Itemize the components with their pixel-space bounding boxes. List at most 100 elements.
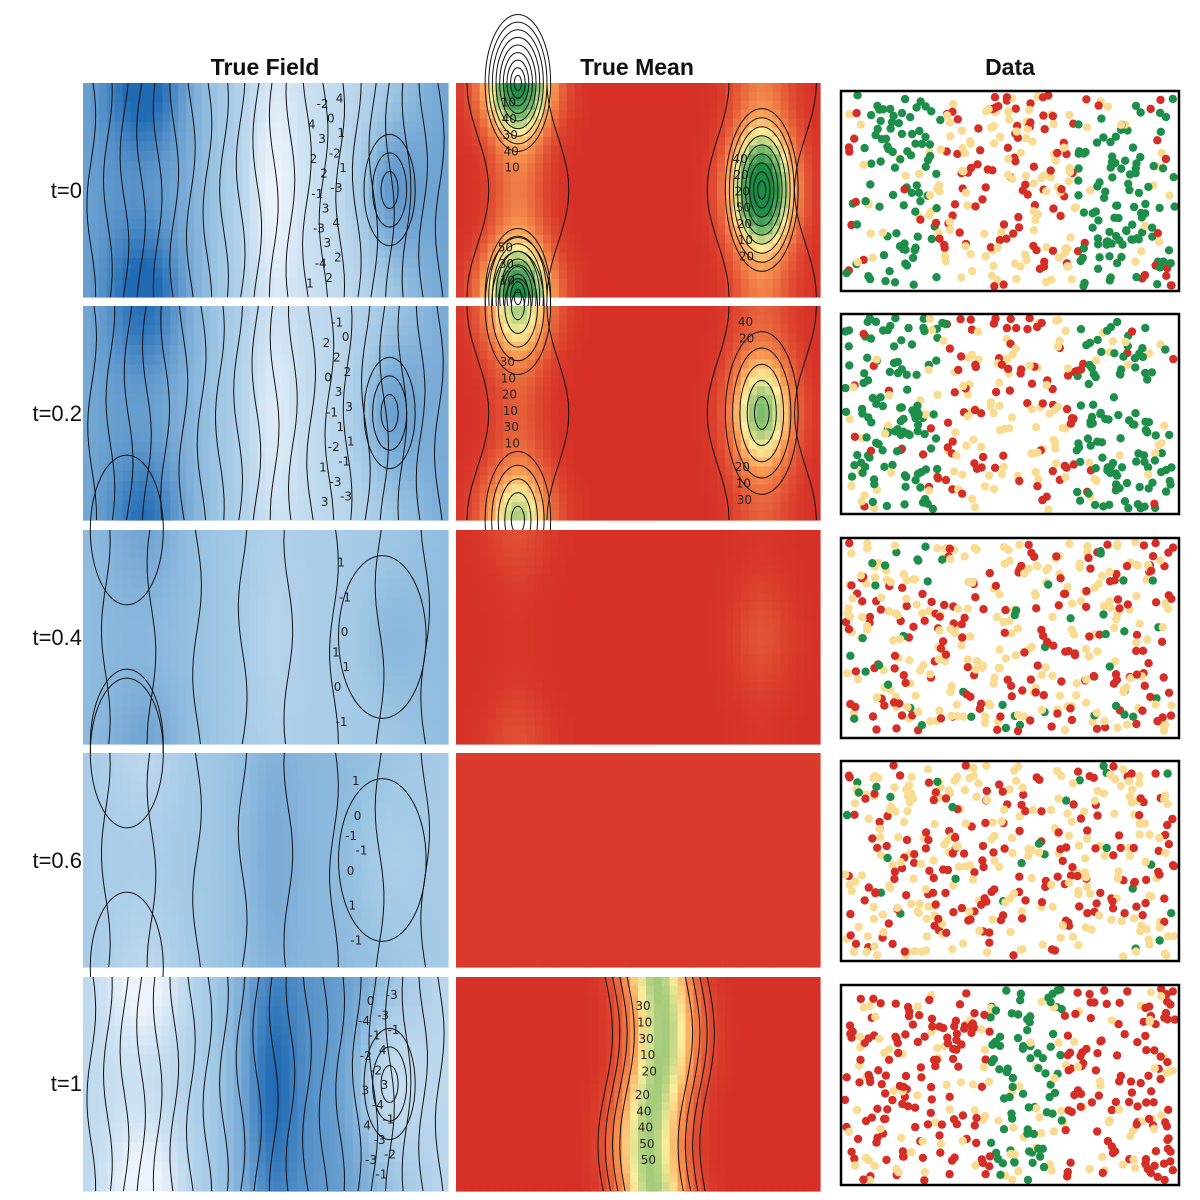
mean-cell — [614, 270, 623, 280]
mean-cell — [622, 386, 631, 396]
field-cell — [194, 121, 203, 133]
field-cell — [249, 442, 259, 453]
field-cell — [225, 335, 235, 346]
field-cell — [98, 510, 108, 521]
mean-cell — [606, 83, 615, 93]
field-cell — [122, 374, 132, 385]
field-cell — [297, 315, 306, 327]
mean-cell — [606, 457, 615, 468]
mean-cell — [550, 395, 560, 405]
field-cell — [440, 238, 449, 249]
mean-cell — [717, 207, 726, 218]
mean-cell — [598, 279, 607, 289]
mean-cell — [788, 421, 797, 432]
data-point — [1010, 153, 1019, 162]
mean-cell — [582, 359, 592, 370]
mean-cell — [479, 314, 489, 325]
data-point — [1161, 154, 1171, 164]
field-cell — [336, 190, 346, 201]
mean-cell — [669, 181, 679, 191]
mean-cell — [772, 493, 782, 503]
mean-cell — [709, 172, 718, 182]
mean-cell — [804, 234, 813, 245]
field-cell — [130, 354, 140, 365]
field-cell — [257, 374, 267, 385]
mean-cell — [550, 163, 560, 173]
field-cell — [138, 151, 148, 162]
field-cell — [289, 112, 298, 123]
field-cell — [209, 121, 219, 133]
field-cell — [114, 442, 124, 453]
data-point — [1029, 179, 1039, 188]
field-cell — [384, 267, 394, 279]
field-cell — [313, 383, 322, 395]
mean-cell — [645, 350, 655, 361]
data-point — [945, 225, 955, 234]
mean-cell — [535, 502, 544, 512]
field-cell — [178, 315, 187, 327]
mean-cell — [780, 225, 789, 236]
field-cell — [154, 383, 163, 395]
mean-cell — [558, 323, 568, 334]
field-cell — [313, 219, 322, 230]
mean-cell — [543, 314, 552, 325]
mean-cell — [725, 332, 734, 343]
field-cell — [400, 112, 409, 123]
mean-cell — [471, 270, 481, 280]
field-cell — [344, 141, 354, 152]
mean-cell — [788, 332, 797, 343]
mean-cell — [764, 332, 774, 343]
mean-cell — [543, 448, 552, 459]
field-cell — [114, 102, 124, 113]
mean-cell — [558, 83, 568, 93]
field-cell — [281, 219, 290, 230]
mean-cell — [701, 341, 710, 352]
field-cell — [289, 219, 298, 230]
mean-cell — [550, 207, 560, 218]
data-point — [996, 132, 1005, 142]
field-cell — [360, 228, 370, 240]
mean-cell — [479, 421, 489, 432]
mean-cell — [732, 306, 742, 316]
field-cell — [90, 422, 100, 434]
field-cell — [336, 471, 346, 482]
field-cell — [194, 413, 203, 424]
field-cell — [352, 325, 362, 336]
data-point — [957, 273, 966, 282]
field-cell — [432, 258, 441, 269]
mean-cell — [661, 314, 671, 325]
mean-cell — [519, 448, 528, 459]
field-cell — [328, 451, 338, 463]
data-point — [894, 119, 903, 128]
field-cell — [273, 92, 282, 104]
field-cell — [130, 277, 140, 288]
field-cell — [209, 306, 219, 317]
contour-ring — [753, 171, 771, 209]
mean-cell — [701, 154, 710, 164]
mean-cell — [456, 341, 465, 352]
field-cell — [98, 287, 108, 298]
mean-cell — [669, 225, 679, 236]
mean-cell — [709, 493, 718, 503]
field-cell — [400, 258, 409, 269]
field-cell — [249, 403, 259, 414]
field-cell — [360, 354, 370, 365]
mean-cell — [685, 198, 694, 209]
field-cell — [154, 102, 163, 113]
field-cell — [98, 258, 108, 269]
data-point — [1093, 182, 1102, 191]
mean-cell — [725, 225, 734, 236]
mean-cell — [463, 466, 473, 477]
mean-cell — [622, 457, 631, 468]
field-cell — [328, 228, 338, 240]
mean-cell — [479, 243, 489, 254]
mean-cell — [566, 198, 576, 209]
mean-cell — [796, 225, 805, 236]
field-cell — [98, 374, 108, 385]
mean-cell — [812, 127, 821, 138]
mean-cell — [788, 430, 797, 441]
mean-cell — [788, 404, 797, 414]
field-cell — [321, 190, 330, 201]
field-cell — [344, 199, 354, 211]
